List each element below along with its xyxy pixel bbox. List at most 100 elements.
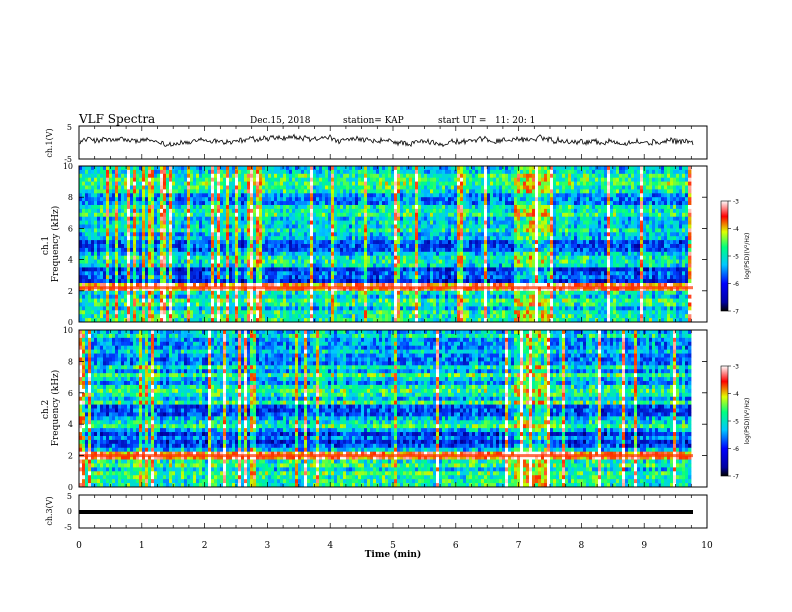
ch1-spec-cell — [295, 201, 299, 206]
ch1-spec-cell — [400, 181, 404, 186]
ch1-spec-cell — [148, 166, 152, 171]
ch1-spec-cell — [94, 232, 98, 237]
ch1-spec-cell — [157, 236, 161, 241]
ch1-spec-cell — [91, 247, 95, 253]
ch1-spec-cell — [421, 255, 425, 260]
ch1-spec-cell — [298, 310, 302, 315]
ch1-spec-cell — [442, 275, 446, 280]
ch1-spec-cell — [382, 193, 386, 198]
ch1-spec-cell — [433, 247, 437, 253]
ch1-spec-cell — [223, 181, 227, 186]
ch1-spec-cell — [85, 216, 89, 221]
ch1-spec-cell — [337, 208, 341, 214]
ch1-spec-cell — [139, 279, 143, 284]
ch1-spec-cell — [142, 263, 146, 268]
ch1-spec-cell — [334, 263, 338, 268]
ch1-spec-cell — [247, 201, 251, 206]
ch1-spec-cell — [292, 298, 296, 303]
ch1-spec-cell — [352, 216, 356, 221]
ch1-spec-cell — [397, 177, 401, 182]
ch1-spec-cell — [442, 185, 446, 190]
ch1-spec-cell — [370, 220, 374, 225]
ch1-spec-cell — [427, 177, 431, 182]
ch1-spec-cell — [244, 189, 248, 194]
ch1-spec-cell — [256, 259, 260, 264]
ch1-spec-cell — [106, 271, 110, 276]
ch1-spec-cell — [94, 166, 98, 171]
ch1-spec-cell — [193, 271, 197, 276]
ch1-spec-cell — [250, 302, 254, 307]
ch1-spec-cell — [199, 244, 203, 249]
ch1-spec-cell — [349, 240, 353, 245]
ch1-spec-cell — [214, 244, 218, 249]
ch1-spec-cell — [307, 240, 311, 245]
ch1-spec-cell — [415, 236, 419, 241]
ch1-spec-cell — [292, 263, 296, 268]
ch1-spec-cell — [319, 290, 323, 296]
ch1-spec-cell — [445, 224, 449, 229]
ch1-spec-cell — [97, 216, 101, 221]
ch1-spec-cell — [214, 318, 218, 323]
ch1-spec-cell — [352, 189, 356, 194]
ch1-spec-cell — [163, 302, 167, 307]
ch1-spec-cell — [301, 216, 305, 221]
ch1-spec-cell — [289, 212, 293, 218]
ch1-spec-cell — [199, 247, 203, 253]
ch1-spec-cell — [142, 212, 146, 218]
ch1-spec-cell — [304, 177, 308, 182]
ch1-spec-cell — [385, 173, 389, 179]
ch1-spec-cell — [235, 208, 239, 214]
ch1-spec-cell — [109, 244, 113, 249]
ch1-spec-cell — [115, 271, 119, 276]
ch1-spec-cell — [217, 177, 221, 182]
ch1-spec-cell — [112, 216, 116, 221]
ch1-spec-cell — [418, 197, 422, 202]
ch1-spec-cell — [313, 310, 317, 315]
ch1-spec-cell — [328, 294, 332, 299]
ch1-spec-cell — [310, 244, 314, 249]
ch1-spec-cell — [334, 244, 338, 249]
ch1-spec-cell — [430, 173, 434, 179]
ch1-spec-cell — [232, 283, 236, 288]
ch1-spec-cell — [403, 240, 407, 245]
ch1-spec-cell — [331, 302, 335, 307]
ch1-spec-cell — [130, 255, 134, 260]
ch1-spec-cell — [421, 177, 425, 182]
ch1-spec-cell — [331, 271, 335, 276]
ch1-spec-cell — [289, 173, 293, 179]
ch1-spec-cell — [235, 201, 239, 206]
ch1-spec-cell — [238, 236, 242, 241]
ch1-spec-cell — [133, 263, 137, 268]
ch1-spec-cell — [139, 181, 143, 186]
ch1-spec-cell — [91, 220, 95, 225]
ch1-spec-cell — [280, 208, 284, 214]
ch1-spec-cell — [442, 216, 446, 221]
ch1-spec-cell — [187, 212, 191, 218]
ch1-spec-cell — [355, 259, 359, 264]
ch1-spec-cell — [439, 189, 443, 194]
ch1-spec-cell — [292, 189, 296, 194]
ch1-spec-cell — [451, 185, 455, 190]
ch1-spec-cell — [322, 255, 326, 260]
ch1-spec-cell — [373, 177, 377, 182]
ch1-spec-cell — [412, 228, 416, 233]
ch1-spec-cell — [265, 193, 269, 198]
ch1-spec-cell — [181, 228, 185, 233]
ch1-spec-cell — [100, 177, 104, 182]
ch1-spec-cell — [430, 240, 434, 245]
ch1-spec-cell — [376, 201, 380, 206]
ch1-spec-cell — [286, 173, 290, 179]
ch1-spec-cell — [124, 240, 128, 245]
ch1-spec-cell — [433, 232, 437, 237]
ch1-spec-cell — [178, 193, 182, 198]
ch1-spec-cell — [211, 177, 215, 182]
ch1-spec-cell — [319, 228, 323, 233]
ch1-spec-cell — [322, 290, 326, 296]
ch1-spec-cell — [196, 244, 200, 249]
ch1-spec-cell — [157, 189, 161, 194]
ch1-spec-cell — [172, 306, 176, 311]
ch1-spec-cell — [331, 244, 335, 249]
ch1-spec-cell — [400, 205, 404, 210]
ch1-spec-cell — [379, 275, 383, 280]
ch1-spec-cell — [394, 177, 398, 182]
